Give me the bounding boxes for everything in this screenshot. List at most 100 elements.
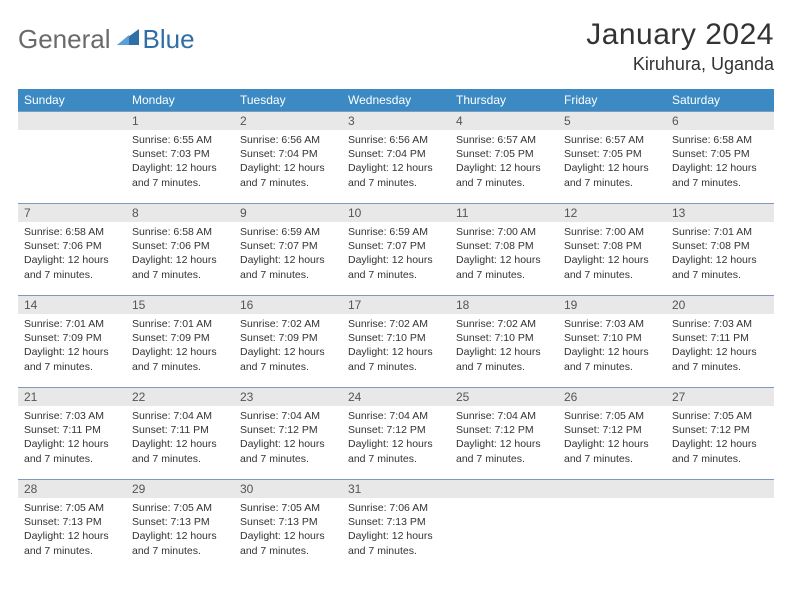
calendar-cell: 13Sunrise: 7:01 AMSunset: 7:08 PMDayligh… (666, 203, 774, 295)
logo-text-general: General (18, 24, 111, 55)
sunrise-text: Sunrise: 6:58 AM (672, 133, 768, 147)
calendar-cell: 25Sunrise: 7:04 AMSunset: 7:12 PMDayligh… (450, 387, 558, 479)
sunset-text: Sunset: 7:05 PM (456, 147, 552, 161)
calendar-cell: 11Sunrise: 7:00 AMSunset: 7:08 PMDayligh… (450, 203, 558, 295)
sunset-text: Sunset: 7:09 PM (132, 331, 228, 345)
calendar-cell: 6Sunrise: 6:58 AMSunset: 7:05 PMDaylight… (666, 111, 774, 203)
day-number: 29 (126, 479, 234, 498)
calendar-cell (558, 479, 666, 571)
daylight-text: Daylight: 12 hours and 7 minutes. (564, 253, 660, 281)
calendar-cell: 18Sunrise: 7:02 AMSunset: 7:10 PMDayligh… (450, 295, 558, 387)
calendar-cell: 8Sunrise: 6:58 AMSunset: 7:06 PMDaylight… (126, 203, 234, 295)
day-body: Sunrise: 7:01 AMSunset: 7:09 PMDaylight:… (18, 314, 126, 378)
day-body: Sunrise: 6:59 AMSunset: 7:07 PMDaylight:… (234, 222, 342, 286)
weekday-header: Saturday (666, 89, 774, 111)
calendar-week-row: 21Sunrise: 7:03 AMSunset: 7:11 PMDayligh… (18, 387, 774, 479)
calendar-cell: 14Sunrise: 7:01 AMSunset: 7:09 PMDayligh… (18, 295, 126, 387)
day-body: Sunrise: 7:01 AMSunset: 7:08 PMDaylight:… (666, 222, 774, 286)
day-number: 14 (18, 295, 126, 314)
day-body: Sunrise: 6:59 AMSunset: 7:07 PMDaylight:… (342, 222, 450, 286)
sunset-text: Sunset: 7:08 PM (456, 239, 552, 253)
day-body: Sunrise: 7:00 AMSunset: 7:08 PMDaylight:… (558, 222, 666, 286)
logo-sail-icon (115, 27, 141, 52)
calendar-cell (18, 111, 126, 203)
daylight-text: Daylight: 12 hours and 7 minutes. (564, 161, 660, 189)
day-body: Sunrise: 6:58 AMSunset: 7:06 PMDaylight:… (18, 222, 126, 286)
sunset-text: Sunset: 7:12 PM (348, 423, 444, 437)
day-number: 3 (342, 111, 450, 130)
sunrise-text: Sunrise: 7:02 AM (348, 317, 444, 331)
sunrise-text: Sunrise: 7:04 AM (456, 409, 552, 423)
day-body: Sunrise: 7:05 AMSunset: 7:13 PMDaylight:… (126, 498, 234, 562)
sunset-text: Sunset: 7:13 PM (240, 515, 336, 529)
calendar-cell: 29Sunrise: 7:05 AMSunset: 7:13 PMDayligh… (126, 479, 234, 571)
sunrise-text: Sunrise: 7:02 AM (456, 317, 552, 331)
sunset-text: Sunset: 7:04 PM (348, 147, 444, 161)
daylight-text: Daylight: 12 hours and 7 minutes. (672, 437, 768, 465)
day-number: 16 (234, 295, 342, 314)
day-body: Sunrise: 7:04 AMSunset: 7:12 PMDaylight:… (450, 406, 558, 470)
calendar-cell: 22Sunrise: 7:04 AMSunset: 7:11 PMDayligh… (126, 387, 234, 479)
calendar-cell (666, 479, 774, 571)
weekday-header: Sunday (18, 89, 126, 111)
day-body: Sunrise: 6:57 AMSunset: 7:05 PMDaylight:… (450, 130, 558, 194)
daylight-text: Daylight: 12 hours and 7 minutes. (456, 437, 552, 465)
sunrise-text: Sunrise: 6:56 AM (348, 133, 444, 147)
calendar-cell: 31Sunrise: 7:06 AMSunset: 7:13 PMDayligh… (342, 479, 450, 571)
weekday-header-row: Sunday Monday Tuesday Wednesday Thursday… (18, 89, 774, 111)
calendar-week-row: 1 Sunrise: 6:55 AMSunset: 7:03 PM Daylight… (18, 111, 774, 203)
calendar-week-row: 28Sunrise: 7:05 AMSunset: 7:13 PMDayligh… (18, 479, 774, 571)
weekday-header: Friday (558, 89, 666, 111)
sunset-text: Sunset: 7:03 PM (132, 147, 228, 161)
calendar-body: 1 Sunrise: 6:55 AMSunset: 7:03 PM Daylight… (18, 111, 774, 571)
calendar-cell: 27Sunrise: 7:05 AMSunset: 7:12 PMDayligh… (666, 387, 774, 479)
daylight-text: Daylight: 12 hours and 7 minutes. (348, 253, 444, 281)
daylight-text: Daylight: 12 hours and 7 minutes. (672, 345, 768, 373)
day-number: 7 (18, 203, 126, 222)
sunrise-text: Sunrise: 6:55 AM (132, 133, 228, 147)
day-body: Sunrise: 7:02 AMSunset: 7:09 PMDaylight:… (234, 314, 342, 378)
daylight-text: Daylight: 12 hours and 7 minutes. (456, 253, 552, 281)
day-body: Sunrise: 7:05 AMSunset: 7:13 PMDaylight:… (18, 498, 126, 562)
sunset-text: Sunset: 7:12 PM (564, 423, 660, 437)
day-number-empty (558, 479, 666, 498)
day-number: 20 (666, 295, 774, 314)
sunrise-text: Sunrise: 7:01 AM (24, 317, 120, 331)
day-number: 9 (234, 203, 342, 222)
sunset-text: Sunset: 7:13 PM (132, 515, 228, 529)
sunrise-text: Sunrise: 7:04 AM (132, 409, 228, 423)
sunrise-text: Sunrise: 7:03 AM (24, 409, 120, 423)
day-number: 31 (342, 479, 450, 498)
weekday-header: Wednesday (342, 89, 450, 111)
calendar-cell: 3Sunrise: 6:56 AMSunset: 7:04 PMDaylight… (342, 111, 450, 203)
sunset-text: Sunset: 7:07 PM (240, 239, 336, 253)
sunrise-text: Sunrise: 7:00 AM (564, 225, 660, 239)
sunrise-text: Sunrise: 7:05 AM (24, 501, 120, 515)
day-body: Sunrise: 7:05 AMSunset: 7:12 PMDaylight:… (666, 406, 774, 470)
day-body: Sunrise: 7:04 AMSunset: 7:11 PMDaylight:… (126, 406, 234, 470)
day-body: Sunrise: 7:03 AMSunset: 7:10 PMDaylight:… (558, 314, 666, 378)
daylight-text: Daylight: 12 hours and 7 minutes. (132, 529, 228, 557)
day-number-empty (666, 479, 774, 498)
daylight-text: Daylight: 12 hours and 7 minutes. (132, 345, 228, 373)
calendar-cell: 5Sunrise: 6:57 AMSunset: 7:05 PMDaylight… (558, 111, 666, 203)
day-number-empty (450, 479, 558, 498)
sunset-text: Sunset: 7:09 PM (240, 331, 336, 345)
day-number-empty (18, 111, 126, 130)
daylight-text: Daylight: 12 hours and 7 minutes. (240, 345, 336, 373)
daylight-text: Daylight: 12 hours and 7 minutes. (240, 253, 336, 281)
day-number: 15 (126, 295, 234, 314)
calendar-cell: 10Sunrise: 6:59 AMSunset: 7:07 PMDayligh… (342, 203, 450, 295)
day-number: 11 (450, 203, 558, 222)
calendar-week-row: 7Sunrise: 6:58 AMSunset: 7:06 PMDaylight… (18, 203, 774, 295)
day-number: 5 (558, 111, 666, 130)
calendar-cell: 12Sunrise: 7:00 AMSunset: 7:08 PMDayligh… (558, 203, 666, 295)
day-number: 1 (126, 111, 234, 130)
day-body: Sunrise: 7:04 AMSunset: 7:12 PMDaylight:… (234, 406, 342, 470)
day-number: 22 (126, 387, 234, 406)
calendar-week-row: 14Sunrise: 7:01 AMSunset: 7:09 PMDayligh… (18, 295, 774, 387)
calendar-cell: 26Sunrise: 7:05 AMSunset: 7:12 PMDayligh… (558, 387, 666, 479)
sunrise-text: Sunrise: 6:59 AM (348, 225, 444, 239)
sunset-text: Sunset: 7:06 PM (132, 239, 228, 253)
sunrise-text: Sunrise: 7:02 AM (240, 317, 336, 331)
